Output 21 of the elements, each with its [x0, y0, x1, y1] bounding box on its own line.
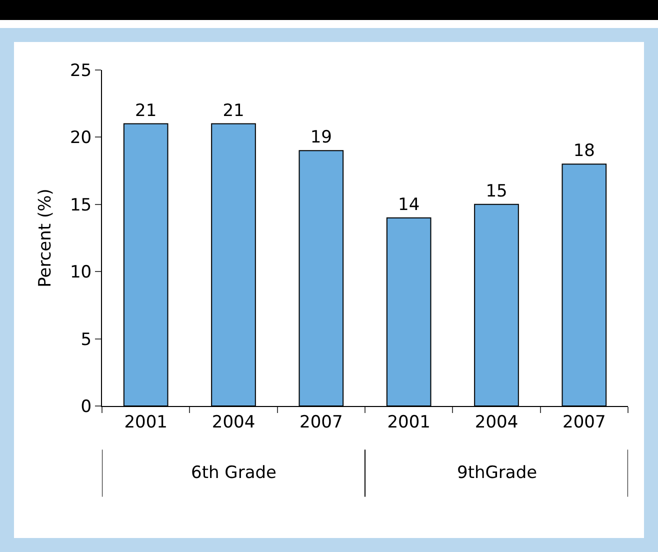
y-tick-label: 25	[70, 60, 92, 81]
data-label: 18	[573, 141, 595, 162]
data-label: 21	[222, 100, 244, 121]
y-tick-label: 10	[70, 262, 92, 283]
data-label: 19	[310, 128, 332, 148]
x-tick-label: 2007	[562, 412, 606, 432]
y-axis-title: Percent (%)	[36, 188, 56, 288]
x-tick-label: 2001	[124, 412, 168, 432]
x-tick-label: 2004	[474, 412, 518, 432]
text: 9thGrade	[457, 463, 538, 483]
data-label: 14	[398, 194, 420, 215]
x-tick-label: 2001	[387, 412, 430, 432]
y-tick-label: 20	[70, 128, 92, 148]
y-tick-label: 5	[80, 330, 92, 350]
y-tick-label: 0	[80, 396, 92, 417]
x-tick-label: 2004	[212, 412, 256, 432]
data-label: 15	[486, 181, 508, 202]
data-label: 21	[135, 100, 157, 121]
text: 6th Grade	[191, 463, 276, 483]
y-tick-label: 15	[70, 195, 92, 216]
x-tick-label: 2007	[300, 412, 343, 432]
